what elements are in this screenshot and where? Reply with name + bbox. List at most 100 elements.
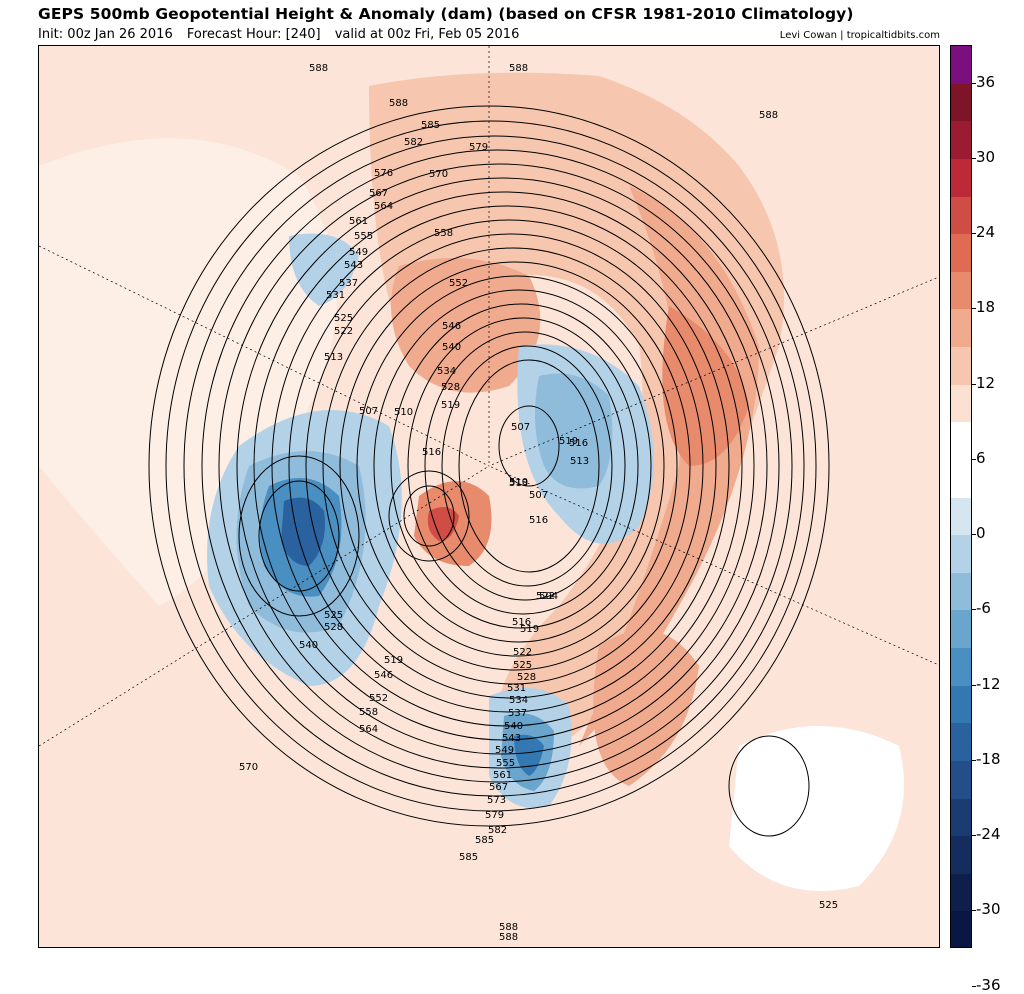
contour-label: 525 xyxy=(513,660,532,671)
contour-label: 525 xyxy=(819,900,838,911)
contour-label: 513 xyxy=(324,352,343,363)
contour-label: 585 xyxy=(459,852,478,863)
contour-label: 534 xyxy=(437,366,456,377)
contour-label: 513 xyxy=(570,456,589,467)
colorbar-segment xyxy=(951,309,971,347)
colorbar-tick-label: 18 xyxy=(976,298,996,317)
colorbar-tick-label: -30 xyxy=(976,900,1001,919)
colorbar-tick-label: 12 xyxy=(976,373,996,392)
init-time: Init: 00z Jan 26 2016 xyxy=(38,27,173,42)
contour-label: 504 xyxy=(539,591,558,602)
colorbar-segment xyxy=(951,685,971,724)
contour-label: 561 xyxy=(349,216,368,227)
contour-label: 582 xyxy=(488,825,507,836)
colorbar-segment xyxy=(951,497,971,536)
contour-label: 519 xyxy=(441,400,460,411)
colorbar-segment xyxy=(951,535,971,573)
colorbar-tick-label: 30 xyxy=(976,147,996,166)
colorbar-segment xyxy=(951,422,971,460)
contour-label: 522 xyxy=(334,326,353,337)
colorbar-segment xyxy=(951,46,971,84)
contour-label: 573 xyxy=(487,795,506,806)
contour-label: 546 xyxy=(442,321,461,332)
contour-label: 516 xyxy=(529,515,548,526)
colorbar-tick-label: -18 xyxy=(976,749,1001,768)
contour-label: 510 xyxy=(394,407,413,418)
colorbar-segment xyxy=(951,723,971,761)
colorbar-tick-mark xyxy=(972,534,976,536)
contour-label: 579 xyxy=(469,142,488,153)
contour-label: 522 xyxy=(513,647,532,658)
colorbar-tick-label: -12 xyxy=(976,674,1001,693)
contour-label: 558 xyxy=(434,228,453,239)
map-panel[interactable]: 588 588 588 588 585 582 579 576 570 567 564 561 558 5… xyxy=(38,45,940,948)
contour-label: 507 xyxy=(529,490,548,501)
contour-label: 585 xyxy=(421,120,440,131)
contour-label: 540 xyxy=(299,640,318,651)
contour-label: 528 xyxy=(441,382,460,393)
colorbar-segment xyxy=(951,83,971,122)
colorbar-tick-mark xyxy=(972,910,976,912)
colorbar-tick-mark xyxy=(972,684,976,686)
colorbar-segment xyxy=(951,121,971,159)
contour-label: 522 xyxy=(536,591,555,602)
contour-label: 540 xyxy=(442,342,461,353)
colorbar-tick-mark xyxy=(972,458,976,460)
colorbar-segment xyxy=(951,572,971,611)
colorbar-tick-mark xyxy=(972,383,976,385)
map-title: GEPS 500mb Geopotential Height & Anomaly… xyxy=(38,5,854,23)
colorbar-tick-mark xyxy=(972,157,976,159)
colorbar-segment xyxy=(951,234,971,272)
colorbar-segment xyxy=(951,271,971,310)
contour-label: 519 xyxy=(384,655,403,666)
contour-label: 588 xyxy=(389,98,408,109)
colorbar-segment xyxy=(951,384,971,423)
run-info: Init: 00z Jan 26 2016 Forecast Hour: [24… xyxy=(38,27,529,42)
contour-label: 525 xyxy=(324,610,343,621)
colorbar-segment xyxy=(951,459,971,498)
contour-label: 567 xyxy=(489,782,508,793)
colorbar-segment xyxy=(951,760,971,799)
contour-label: 519 xyxy=(559,436,578,447)
contour-label: 528 xyxy=(324,622,343,633)
colorbar-tick-label: -6 xyxy=(976,599,991,618)
contour-label: 588 xyxy=(509,63,528,74)
contour-label: 537 xyxy=(508,708,527,719)
colorbar-segment xyxy=(951,836,971,874)
contour-label: 531 xyxy=(326,290,345,301)
colorbar-segment xyxy=(951,911,971,947)
contour-label: 510 xyxy=(509,477,528,488)
contour-label: 516 xyxy=(422,447,441,458)
colorbar-tick-label: 0 xyxy=(976,524,986,543)
colorbar-segment xyxy=(951,798,971,837)
contour-label: 516 xyxy=(512,617,531,628)
colorbar-tick-mark xyxy=(972,82,976,84)
colorbar-tick-label: 36 xyxy=(976,72,996,91)
contour-label: 552 xyxy=(369,693,388,704)
contour-label: 588 xyxy=(309,63,328,74)
anomaly-fill xyxy=(39,72,904,891)
contour-label: 516 xyxy=(569,438,588,449)
contour-label: 528 xyxy=(517,672,536,683)
contour-label: 543 xyxy=(344,260,363,271)
contour-label: 570 xyxy=(429,169,448,180)
contour-label: 567 xyxy=(369,188,388,199)
contour-label: 549 xyxy=(495,745,514,756)
contour-label: 537 xyxy=(339,278,358,289)
colorbar-tick-mark xyxy=(972,835,976,837)
contour-label: 507 xyxy=(359,406,378,417)
colorbar-segment xyxy=(951,347,971,385)
colorbar-segment xyxy=(951,196,971,235)
contour-label: 552 xyxy=(449,278,468,289)
negative-anomaly-fill xyxy=(207,233,654,808)
contour-label: 540 xyxy=(504,721,523,732)
contour-label: 555 xyxy=(354,231,373,242)
anomaly-colorbar xyxy=(950,45,972,948)
colorbar-segment xyxy=(951,648,971,686)
contour-label: 585 xyxy=(475,835,494,846)
colorbar-segment xyxy=(951,610,971,648)
contour-label: 531 xyxy=(507,683,526,694)
contour-label: 525 xyxy=(334,313,353,324)
author-credit: Levi Cowan | tropicaltidbits.com xyxy=(779,30,940,41)
